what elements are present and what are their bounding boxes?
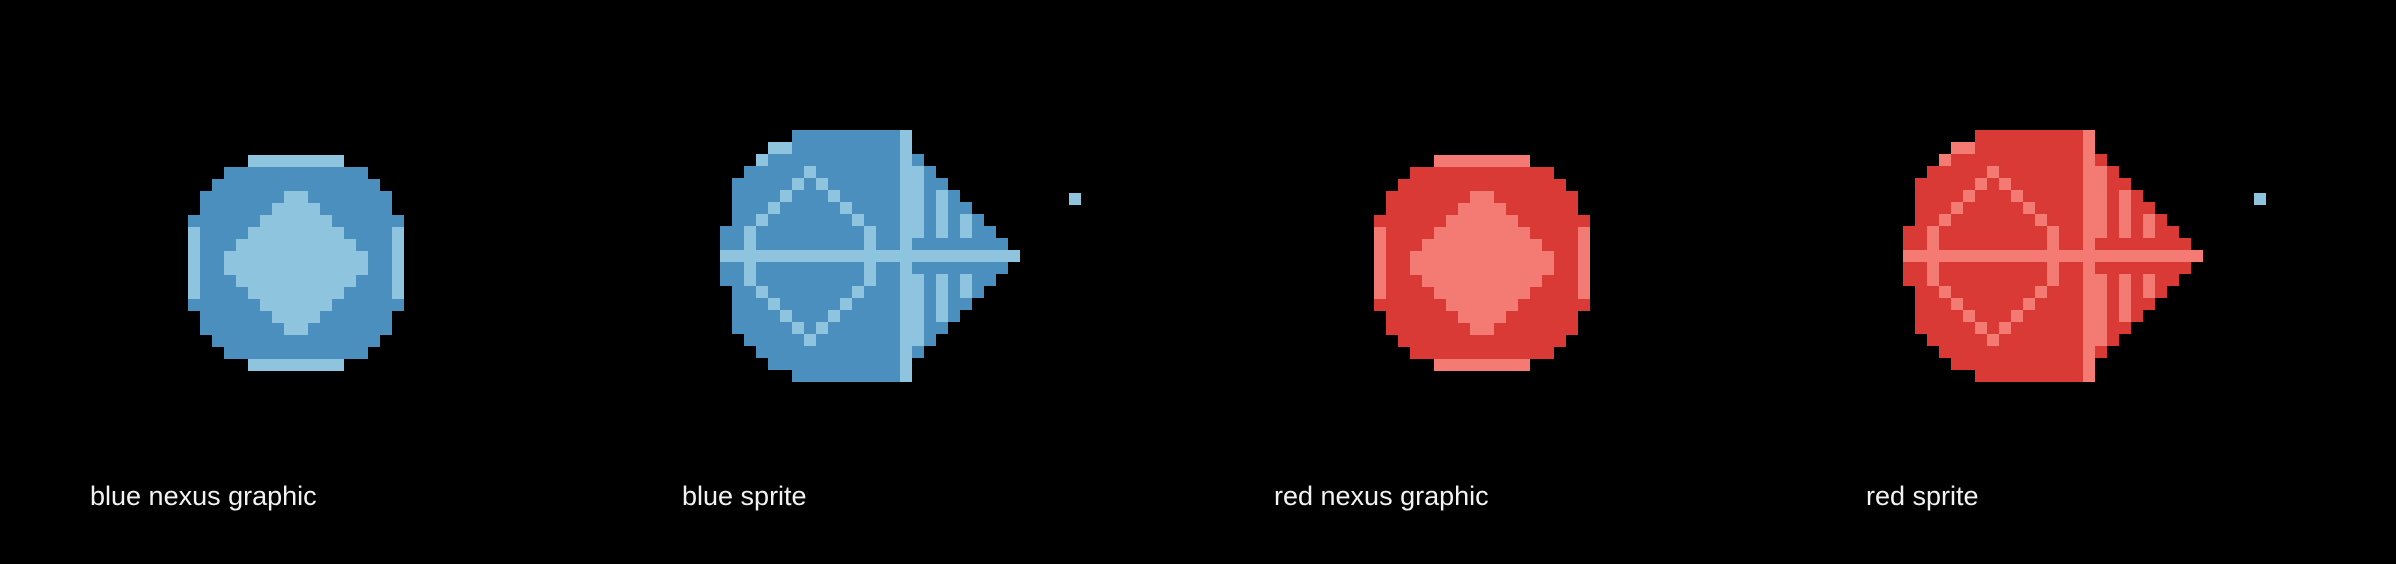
red-sprite-image [1903, 130, 2203, 382]
blue-nexus-graphic-image [188, 155, 404, 371]
blue-nexus-graphic-label: blue nexus graphic [90, 481, 317, 511]
red-sprite-pixel-marker [2254, 193, 2266, 205]
red-nexus-graphic-image [1374, 155, 1590, 371]
blue-sprite-pixel-marker [1069, 193, 1081, 205]
blue-sprite-image [720, 130, 1020, 382]
red-nexus-graphic-label: red nexus graphic [1274, 481, 1489, 511]
red-sprite-label: red sprite [1866, 481, 1979, 511]
blue-sprite-label: blue sprite [682, 481, 807, 511]
